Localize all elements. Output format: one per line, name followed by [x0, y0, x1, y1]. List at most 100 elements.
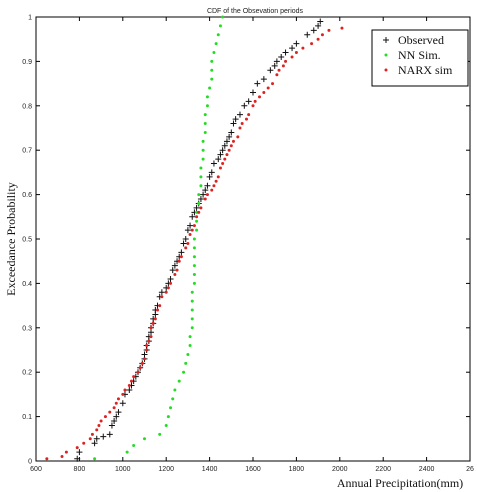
data-point	[273, 58, 280, 65]
data-point	[205, 193, 209, 197]
data-point	[223, 138, 230, 145]
data-point	[315, 22, 322, 29]
data-point	[253, 99, 257, 103]
data-point	[310, 42, 314, 46]
data-point	[115, 409, 122, 416]
data-point	[112, 406, 116, 410]
data-point	[127, 384, 131, 388]
data-point	[316, 37, 320, 41]
data-point	[244, 117, 248, 121]
data-point	[45, 457, 49, 461]
data-point	[182, 236, 189, 242]
data-point	[212, 184, 216, 188]
data-point	[190, 290, 194, 294]
data-point	[218, 24, 222, 28]
data-point	[186, 352, 190, 356]
data-point	[169, 267, 176, 274]
data-point	[199, 166, 203, 170]
data-point	[215, 156, 222, 163]
data-point	[232, 116, 239, 123]
data-point	[116, 397, 120, 401]
data-point	[175, 268, 179, 272]
y-tick-label: 0.3	[22, 325, 32, 332]
data-point	[223, 157, 227, 161]
data-point	[187, 222, 194, 229]
data-point	[103, 415, 107, 419]
data-point	[217, 151, 224, 158]
data-point	[189, 213, 196, 220]
data-point	[247, 113, 251, 117]
data-point	[184, 246, 188, 250]
data-point	[158, 432, 162, 436]
y-tick-label: 0.6	[22, 192, 32, 199]
data-point	[271, 62, 278, 69]
data-point	[277, 68, 281, 72]
data-point	[180, 240, 187, 247]
data-point	[195, 215, 199, 219]
data-point	[214, 179, 218, 183]
data-point	[216, 175, 220, 179]
data-point	[74, 455, 81, 462]
data-point	[151, 321, 155, 325]
data-point	[225, 153, 229, 157]
data-point	[320, 33, 324, 37]
data-point	[164, 423, 168, 427]
data-point	[266, 86, 270, 90]
data-point	[193, 204, 200, 211]
data-point	[186, 241, 190, 245]
x-tick-label: 2200	[375, 466, 391, 473]
legend-label: NN Sim.	[398, 48, 441, 62]
data-point	[95, 428, 99, 432]
data-point	[182, 370, 186, 374]
data-point	[188, 233, 192, 237]
data-point	[158, 289, 165, 296]
data-point	[195, 228, 199, 232]
data-point	[202, 187, 209, 194]
legend-label: NARX sim	[398, 63, 453, 77]
data-point	[208, 169, 215, 176]
data-point	[236, 135, 240, 139]
data-point	[241, 102, 248, 109]
data-point	[177, 259, 181, 263]
data-point	[203, 122, 207, 126]
data-point	[106, 431, 113, 438]
data-point	[171, 397, 175, 401]
data-point	[250, 89, 256, 96]
chart-title: CDF of the Obsevation periods	[207, 8, 304, 15]
data-point	[293, 40, 300, 47]
data-point	[140, 361, 144, 365]
data-point	[317, 18, 324, 25]
data-point	[199, 184, 203, 188]
data-point	[251, 104, 255, 108]
data-point	[212, 51, 216, 55]
data-point	[177, 379, 181, 383]
data-point	[281, 64, 285, 68]
legend-label: Observed	[398, 33, 444, 47]
data-point	[192, 237, 196, 241]
y-tick-label: 0.8	[22, 103, 32, 110]
y-tick-label: 0.9	[22, 59, 32, 66]
y-tick-label: 0.7	[22, 148, 32, 155]
data-point	[301, 46, 305, 50]
data-point	[282, 49, 289, 56]
series-0	[74, 18, 324, 462]
x-tick-label: 2400	[419, 466, 435, 473]
data-point	[190, 308, 194, 312]
data-point	[204, 182, 211, 189]
data-point	[90, 432, 94, 436]
data-point	[205, 95, 209, 99]
data-point	[164, 290, 168, 294]
data-point	[136, 370, 140, 374]
data-point	[91, 440, 98, 447]
data-point	[192, 255, 196, 259]
data-point	[76, 449, 83, 456]
data-point	[97, 423, 101, 427]
x-axis-label: Annual Precipitation(mm)	[337, 476, 463, 490]
data-point	[227, 148, 231, 152]
y-tick-label: 0.5	[22, 237, 32, 244]
data-point	[167, 275, 174, 282]
data-point	[143, 357, 146, 361]
data-point	[125, 450, 129, 454]
data-point	[113, 413, 120, 420]
